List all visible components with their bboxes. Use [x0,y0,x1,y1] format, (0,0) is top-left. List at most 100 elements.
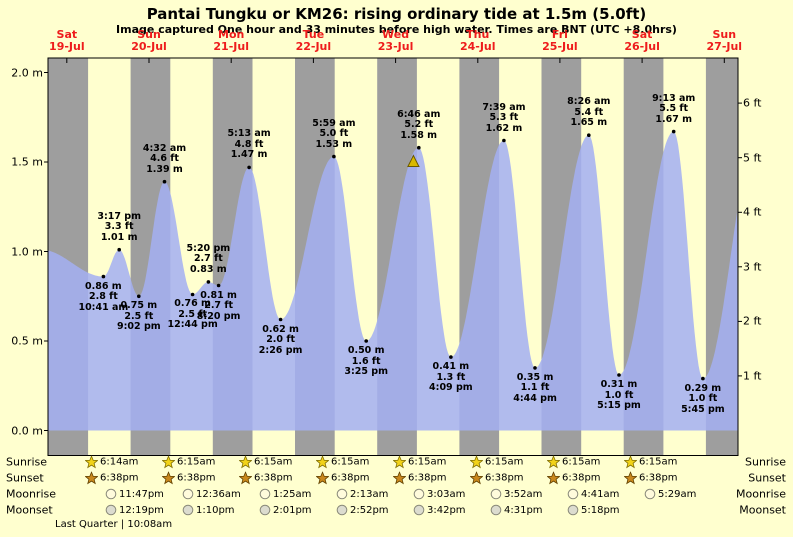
page-title: Pantai Tungku or KM26: rising ordinary t… [146,5,647,23]
tide-high-annotation: 8:26 am 5.4 ft 1.65 m [567,97,610,129]
sunrise-star-icon [393,455,406,469]
annotation-line: 9:13 am [652,92,696,104]
annotation-line: 5:59 am [312,117,356,129]
annotation-line: 3:25 pm [344,366,389,377]
sunset-star-icon [239,471,252,485]
moonset-time: 3:42pm [427,504,466,516]
sunrise-time: 6:15am [562,456,601,468]
sunrise-entry: 6:15am [239,455,292,469]
tide-event-dot [117,247,121,252]
y-axis-feet-label: 6 ft [743,96,762,110]
moonrise-time: 4:41am [581,488,620,500]
annotation-line: 0.81 m [200,289,237,301]
tide-event-dot [190,292,195,297]
moonrise-time: 5:29am [658,488,697,500]
annotation-line: 1.58 m [400,129,438,141]
moonrise-time: 3:03am [427,488,466,500]
tide-low-annotation: 0.76 m 2.5 ft 12:44 pm [167,299,217,331]
annotation-line: 5.0 ft [319,128,349,140]
moonset-time: 1:10pm [196,504,235,516]
moonset-moon-icon [336,504,348,516]
day-name: Sun [137,28,161,41]
annotation-line: 0.50 m [347,345,385,356]
annotation-line: 3.3 ft [104,221,134,233]
annotation-line: 10:41 am [78,301,129,313]
moonrise-entry: 2:13am [336,488,388,500]
annotation-line: 1.01 m [100,231,138,243]
moonrise-moon-icon [182,488,194,500]
annotation-line: 12:44 pm [167,319,218,331]
day-label: Sun 20-Jul [131,29,167,53]
moonset-moon-icon [182,504,194,516]
tide-low-annotation: 0.35 m 1.1 ft 4:44 pm [513,371,557,405]
day-label: Tue 22-Jul [296,29,332,53]
sunset-entry: 6:38pm [85,471,139,485]
sunset-star-icon [470,471,483,485]
moonset-entry: 5:18pm [567,504,620,516]
day-label: Sat 26-Jul [624,29,660,53]
y-axis-meter-label: 1.0 m [11,245,43,258]
tide-event-dot [701,376,705,381]
tide-event-dot [449,355,453,359]
annotation-line: 0.62 m [262,323,299,335]
tide-event-dot [137,294,141,299]
annotation-line: 1.3 ft [436,371,466,383]
day-date: 24-Jul [459,40,496,53]
day-name: Mon [218,28,245,41]
annotation-line: 5:15 pm [597,400,641,411]
annotation-line: 9:02 pm [117,321,161,333]
annotation-line: 1.65 m [570,117,608,129]
annotation-line: 2.8 ft [88,291,118,303]
annotation-line: 0.35 m [516,371,554,383]
annotation-line: 1.1 ft [520,382,550,394]
moonset-time: 2:52pm [350,504,389,516]
sunrise-time: 6:15am [331,456,370,468]
day-date: 25-Jul [542,40,578,53]
sunrise-entry: 6:14am [85,455,138,469]
annotation-line: 6:46 am [397,108,441,120]
day-name: Thu [466,28,490,41]
moonset-time: 5:18pm [581,504,620,516]
day-label: Wed 23-Jul [378,29,414,53]
tide-low-annotation: 0.86 m 2.8 ft 10:41 am [78,281,129,314]
moonrise-moon-icon [490,488,502,500]
moonrise-time: 12:36am [196,488,241,500]
tide-event-dot [671,129,676,134]
tide-low-annotation: 0.31 m 1.0 ft 5:15 pm [597,379,641,412]
sunrise-star-icon [85,455,98,469]
moonrise-entry: 3:52am [490,488,542,500]
day-date: 27-Jul [706,40,743,53]
sunset-time: 6:38pm [177,472,216,484]
day-label: Sun 27-Jul [707,29,743,53]
sunset-entry: 6:38pm [547,471,601,485]
tide-event-dot [364,339,369,343]
tide-event-dot [332,154,336,159]
day-label: Sat 19-Jul [49,29,85,53]
moonrise-moon-icon [105,488,117,500]
moonset-moon-icon [105,504,117,516]
sunset-time: 6:38pm [485,472,524,484]
day-label: Mon 21-Jul [213,29,249,53]
annotation-line: 5.2 ft [404,119,434,131]
y-axis-feet-label: 3 ft [743,260,762,274]
y-axis-feet-label: 2 ft [743,314,762,328]
tide-high-annotation: 4:32 am 4.6 ft 1.39 m [143,143,186,176]
sunrise-star-icon [547,455,560,469]
sunrise-entry: 6:15am [624,455,677,469]
tide-curve-area [48,131,738,431]
sunrise-row-label-left: Sunrise [6,455,48,469]
annotation-line: 2:26 pm [258,344,303,356]
sunset-star-icon [316,471,329,485]
sunset-star-icon [393,471,406,485]
annotation-line: 8:20 pm [196,310,241,322]
moonrise-moon-icon [336,488,348,500]
annotation-line: 0.29 m [684,382,722,394]
sunset-star-icon [162,471,175,485]
y-axis-feet-label: 4 ft [743,205,762,219]
moonrise-time: 3:52am [504,488,543,500]
sunset-entry: 6:38pm [470,471,524,485]
sunset-time: 6:38pm [562,472,601,484]
moonset-entry: 2:01pm [259,504,312,516]
day-date: 19-Jul [49,40,85,53]
